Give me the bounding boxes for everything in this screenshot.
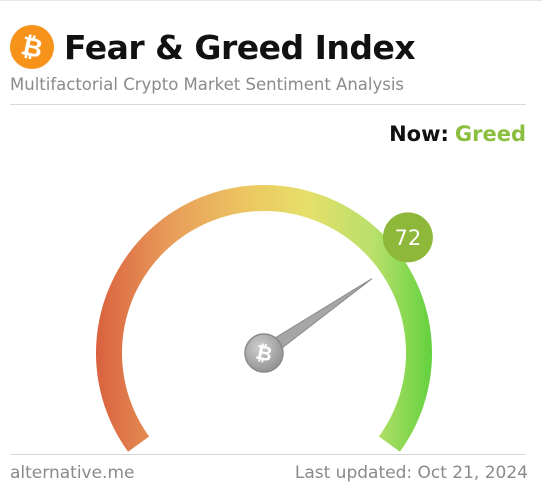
bitcoin-icon: ₿: [254, 340, 275, 367]
current-sentiment: Now: Greed: [389, 122, 526, 146]
now-label: Now:: [389, 122, 449, 146]
svg-text:₿: ₿: [18, 31, 45, 65]
page-title: Fear & Greed Index: [64, 27, 416, 67]
gauge-arc: [96, 185, 432, 452]
sentiment-gauge: ₿ 72: [96, 185, 433, 452]
page-subtitle: Multifactorial Crypto Market Sentiment A…: [10, 75, 405, 94]
header: ₿ Fear & Greed Index: [10, 25, 416, 69]
needle-hub: ₿: [244, 333, 284, 373]
source-link[interactable]: alternative.me: [10, 463, 135, 483]
bitcoin-icon: ₿: [10, 25, 54, 69]
last-updated: Last updated: Oct 21, 2024: [294, 463, 528, 483]
gauge-value: 72: [395, 226, 422, 250]
value-badge: 72: [382, 212, 433, 263]
now-value: Greed: [454, 122, 526, 146]
divider: [10, 454, 526, 455]
divider: [10, 104, 526, 105]
